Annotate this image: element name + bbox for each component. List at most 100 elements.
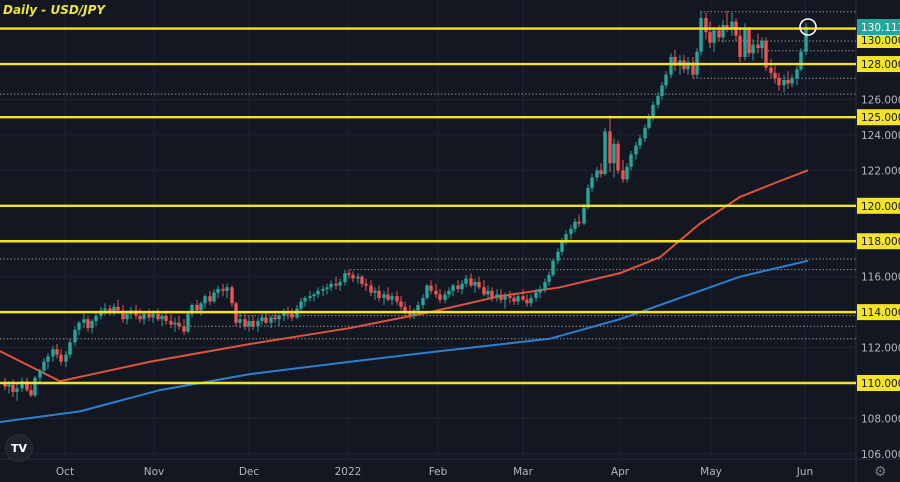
time-axis-label: May xyxy=(700,466,722,478)
candle-body xyxy=(403,306,407,313)
price-axis-label: 114.000 xyxy=(861,307,900,319)
candle-body xyxy=(395,296,399,302)
moving-average-red-line xyxy=(0,169,809,383)
candle-body xyxy=(273,317,277,320)
candle-body xyxy=(312,294,316,297)
candle-body xyxy=(351,274,355,279)
candle-body xyxy=(464,278,468,284)
candle-body xyxy=(46,356,50,362)
price-level-tag xyxy=(857,375,900,391)
candle-body xyxy=(225,287,229,291)
moving-average-blue-line xyxy=(0,259,809,423)
candle-body xyxy=(495,294,499,298)
candle-body xyxy=(216,289,220,293)
candle-body xyxy=(20,381,24,389)
candle-body xyxy=(29,390,33,396)
candle-body xyxy=(386,294,390,300)
candle-body xyxy=(277,315,281,320)
time-axis-label: Apr xyxy=(611,466,630,478)
price-axis-label: 120.000 xyxy=(861,201,900,213)
candle-body xyxy=(303,297,307,302)
candle-body xyxy=(138,315,142,320)
candle-body xyxy=(786,79,790,84)
candle-body xyxy=(195,305,199,311)
candle-body xyxy=(486,290,490,295)
candle-body xyxy=(269,317,273,323)
candle-body xyxy=(560,241,564,252)
price-axis-label: 116.000 xyxy=(861,272,900,284)
candle-body xyxy=(564,234,568,242)
price-axis-label: 118.000 xyxy=(861,236,900,248)
candle-body xyxy=(25,381,29,391)
candle-body xyxy=(325,287,329,290)
candle-body xyxy=(756,44,760,49)
candle-body xyxy=(647,117,651,128)
candle-body xyxy=(42,361,46,371)
candle-body xyxy=(182,326,186,332)
candle-body xyxy=(751,44,755,54)
candle-body xyxy=(251,320,255,327)
candle-body xyxy=(356,276,360,279)
time-axis-label: Oct xyxy=(56,466,74,478)
price-axis-label: 112.000 xyxy=(861,343,900,355)
candle-body xyxy=(760,41,764,49)
candle-body xyxy=(595,170,599,178)
candle-body xyxy=(460,283,464,290)
candle-body xyxy=(660,85,664,96)
candle-body xyxy=(347,273,351,275)
candle-body xyxy=(256,320,260,327)
candle-body xyxy=(717,30,721,38)
candle-body xyxy=(603,131,607,174)
price-level-tag xyxy=(857,109,900,126)
candle-body xyxy=(447,290,451,295)
candle-body xyxy=(743,28,747,57)
price-axis-label: 108.000 xyxy=(861,413,900,425)
candle-body xyxy=(586,188,590,208)
price-axis-label: 126.000 xyxy=(861,94,900,106)
candle-body xyxy=(173,322,177,325)
gear-icon[interactable]: ⚙ xyxy=(874,463,887,479)
candle-body xyxy=(399,301,403,307)
candle-body xyxy=(629,154,633,167)
candle-body xyxy=(55,349,59,355)
price-axis-label: 106.000 xyxy=(861,449,900,461)
tradingview-logo[interactable]: TV xyxy=(5,434,33,462)
candle-body xyxy=(121,310,125,320)
candle-body xyxy=(569,228,573,235)
price-level-tag xyxy=(857,197,900,214)
candle-body xyxy=(590,177,594,189)
candle-body xyxy=(669,56,673,75)
candle-body xyxy=(551,260,555,275)
candle-body xyxy=(804,26,808,52)
price-level-tag xyxy=(857,233,900,250)
candle-body xyxy=(321,289,325,291)
candle-body xyxy=(795,69,799,79)
candle-body xyxy=(503,296,507,300)
candle-body xyxy=(59,354,63,362)
candle-body xyxy=(3,383,7,387)
candle-body xyxy=(247,320,251,327)
candle-body xyxy=(51,349,55,357)
candle-body xyxy=(556,251,560,261)
candle-body xyxy=(425,285,429,298)
candle-body xyxy=(33,377,37,396)
candle-body xyxy=(73,329,77,343)
price-axis-label: 110.000 xyxy=(861,378,900,390)
chart-title: Daily - USD/JPY xyxy=(3,3,106,17)
highlight-circle-marker xyxy=(799,18,817,36)
price-axis-label: 122.000 xyxy=(861,165,900,177)
candle-body xyxy=(308,296,312,298)
candle-body xyxy=(543,281,547,290)
price-axis-label: 124.000 xyxy=(861,130,900,142)
candle-body xyxy=(82,319,86,323)
candle-body xyxy=(438,294,442,300)
candle-body xyxy=(290,313,294,318)
candle-body xyxy=(525,299,529,304)
candle-body xyxy=(282,312,286,316)
candle-body xyxy=(38,370,42,378)
candle-body xyxy=(94,315,98,321)
candle-body xyxy=(512,297,516,302)
candle-body xyxy=(443,294,447,300)
